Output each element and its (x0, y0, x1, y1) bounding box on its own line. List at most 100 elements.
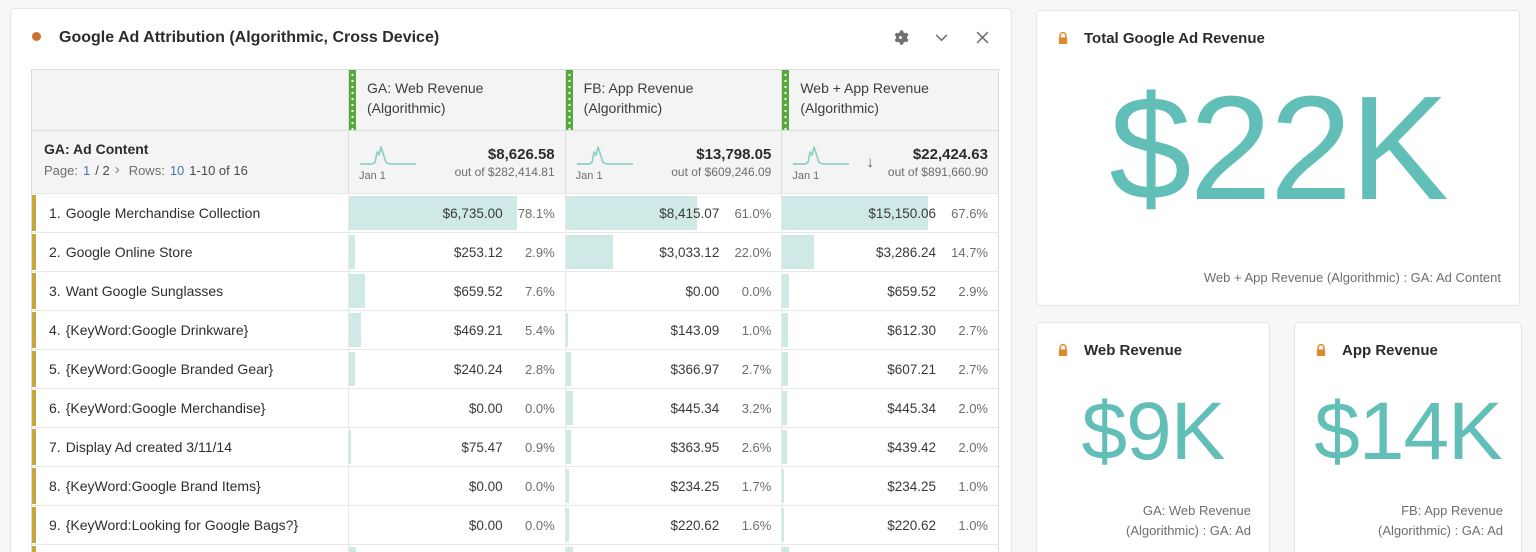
lock-icon (1316, 343, 1326, 357)
rows-per-page-link[interactable]: 10 (169, 163, 185, 178)
column-header-ga-web-revenue[interactable]: GA: Web Revenue (Algorithmic) (348, 70, 565, 130)
cell-pct: 2.9% (958, 283, 988, 299)
dimension-cell[interactable]: 8. {KeyWord:Google Brand Items} (32, 467, 348, 505)
lock-icon (1058, 31, 1068, 45)
value-cell[interactable]: $0.00 0.0% (564, 272, 782, 310)
row-rank: 1. (49, 205, 61, 221)
panel-header: Google Ad Attribution (Algorithmic, Cros… (11, 9, 1011, 61)
cell-pct: 2.9% (525, 244, 555, 260)
value-cell[interactable]: $0.00 0.0% (348, 506, 565, 544)
dimension-cell[interactable]: 3. Want Google Sunglasses (32, 272, 348, 310)
value-cell[interactable]: $234.25 1.7% (564, 467, 782, 505)
value-cell[interactable]: $607.21 2.7% (781, 350, 998, 388)
cell-bar (349, 196, 518, 230)
card-title: Web Revenue (1084, 342, 1183, 359)
dimension-cell[interactable]: 4. {KeyWord:Google Drinkware} (32, 311, 348, 349)
value-cell[interactable]: $439.42 2.0% (781, 428, 998, 466)
value-cell[interactable]: $469.21 5.4% (348, 311, 565, 349)
table-row[interactable]: 8. {KeyWord:Google Brand Items} $0.00 0.… (32, 466, 998, 505)
table-row[interactable]: 1. Google Merchandise Collection $6,735.… (32, 193, 998, 232)
cell-bar (349, 430, 351, 464)
dimension-cell[interactable]: 7. Display Ad created 3/11/14 (32, 428, 348, 466)
value-cell[interactable]: $220.62 1.6% (564, 506, 782, 544)
cell-bar (782, 508, 785, 542)
dimension-header-cell[interactable]: GA: Ad Content Page: 1 / 2 › Rows: 10 1-… (32, 131, 348, 193)
dimension-cell[interactable]: 2. Google Online Store (32, 233, 348, 271)
table-row-partial[interactable] (32, 544, 998, 552)
column-drag-handle-icon[interactable] (782, 70, 790, 130)
cell-bar (349, 547, 356, 552)
value-cell[interactable]: $143.09 1.0% (564, 311, 782, 349)
value-cell[interactable]: $75.47 0.9% (348, 428, 565, 466)
card-title: App Revenue (1342, 342, 1438, 359)
cell-pct: 1.0% (958, 478, 988, 494)
value-cell[interactable]: $612.30 2.7% (781, 311, 998, 349)
value-cell[interactable] (564, 545, 782, 552)
card-subtitle-line2: (Algorithmic) : GA: Ad (1126, 522, 1251, 538)
value-cell[interactable]: $659.52 7.6% (348, 272, 565, 310)
column-drag-handle-icon[interactable] (349, 70, 356, 130)
value-cell[interactable]: $6,735.00 78.1% (348, 194, 565, 232)
cell-bar (565, 469, 570, 503)
value-cell[interactable]: $220.62 1.0% (781, 506, 998, 544)
sort-descending-icon[interactable]: ↓ (866, 153, 874, 171)
dimension-cell[interactable]: 1. Google Merchandise Collection (32, 194, 348, 232)
column-name: GA: Web Revenue (Algorithmic) (367, 80, 484, 116)
cell-value: $445.34 (887, 400, 936, 416)
cell-pct: 0.0% (525, 400, 555, 416)
table-row[interactable]: 3. Want Google Sunglasses $659.52 7.6% $… (32, 271, 998, 310)
dimension-cell[interactable]: 6. {KeyWord:Google Merchandise} (32, 389, 348, 427)
dimension-cell[interactable] (32, 545, 348, 552)
value-cell[interactable]: $15,150.06 67.6% (781, 194, 998, 232)
column-total-cell[interactable]: Jan 1 ↓ $22,424.63 out of $891,660.90 (781, 131, 998, 193)
table-row[interactable]: 7. Display Ad created 3/11/14 $75.47 0.9… (32, 427, 998, 466)
cell-value: $439.42 (887, 439, 936, 455)
cell-bar (565, 352, 572, 386)
column-total: $22,424.63 (912, 145, 988, 163)
page-number-link[interactable]: 1 (82, 163, 91, 178)
cell-bar (782, 469, 785, 503)
column-total-cell[interactable]: Jan 1 $8,626.58 out of $282,414.81 (348, 131, 565, 193)
summary-number: $14K (1314, 386, 1503, 477)
cell-pct: 3.2% (741, 400, 772, 416)
table-row[interactable]: 9. {KeyWord:Looking for Google Bags?} $0… (32, 505, 998, 544)
cell-value: $0.00 (468, 400, 503, 416)
value-cell[interactable]: $0.00 0.0% (348, 389, 565, 427)
table-row[interactable]: 4. {KeyWord:Google Drinkware} $469.21 5.… (32, 310, 998, 349)
value-cell[interactable]: $3,033.12 22.0% (564, 233, 782, 271)
cell-value: $366.97 (670, 361, 720, 377)
value-cell[interactable]: $659.52 2.9% (781, 272, 998, 310)
cell-pct: 1.0% (958, 517, 988, 533)
value-cell[interactable]: $253.12 2.9% (348, 233, 565, 271)
table-row[interactable]: 2. Google Online Store $253.12 2.9% $3,0… (32, 232, 998, 271)
card-subtitle-line1: FB: App Revenue (1401, 503, 1503, 518)
value-cell[interactable]: $3,286.24 14.7% (781, 233, 998, 271)
column-total-cell[interactable]: Jan 1 $13,798.05 out of $609,246.09 (564, 131, 782, 193)
settings-gear-icon[interactable] (892, 29, 909, 46)
value-cell[interactable]: $445.34 3.2% (564, 389, 782, 427)
collapse-chevron-icon[interactable] (933, 29, 950, 46)
cell-value: $0.00 (468, 478, 503, 494)
column-drag-handle-icon[interactable] (565, 70, 573, 130)
cell-pct: 0.0% (525, 478, 555, 494)
value-cell[interactable]: $240.24 2.8% (348, 350, 565, 388)
value-cell[interactable]: $445.34 2.0% (781, 389, 998, 427)
column-header-web-app-revenue[interactable]: Web + App Revenue (Algorithmic) (781, 70, 998, 130)
table-row[interactable]: 6. {KeyWord:Google Merchandise} $0.00 0.… (32, 388, 998, 427)
value-cell[interactable]: $366.97 2.7% (564, 350, 782, 388)
cell-value: $6,735.00 (442, 205, 503, 221)
value-cell[interactable] (781, 545, 998, 552)
dimension-cell[interactable]: 9. {KeyWord:Looking for Google Bags?} (32, 506, 348, 544)
value-cell[interactable]: $363.95 2.6% (564, 428, 782, 466)
value-cell[interactable]: $8,415.07 61.0% (564, 194, 782, 232)
table-row[interactable]: 5. {KeyWord:Google Branded Gear} $240.24… (32, 349, 998, 388)
dimension-cell[interactable]: 5. {KeyWord:Google Branded Gear} (32, 350, 348, 388)
value-cell[interactable]: $0.00 0.0% (348, 467, 565, 505)
panel-color-dot-icon (32, 32, 41, 41)
value-cell[interactable]: $234.25 1.0% (781, 467, 998, 505)
value-cell[interactable] (348, 545, 565, 552)
cell-bar (782, 430, 787, 464)
close-icon[interactable] (974, 29, 991, 46)
next-page-chevron-icon[interactable]: › (114, 161, 120, 178)
column-header-fb-app-revenue[interactable]: FB: App Revenue (Algorithmic) (564, 70, 782, 130)
